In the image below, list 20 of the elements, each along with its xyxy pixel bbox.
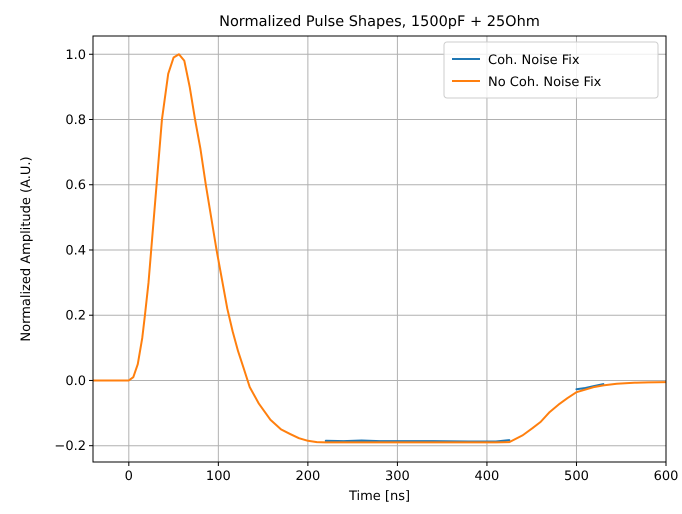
y-tick-label: 0.8 [65, 113, 86, 128]
x-tick-label: 400 [474, 469, 500, 484]
y-tick-label: −0.2 [54, 439, 86, 454]
x-tick-label: 100 [206, 469, 231, 484]
x-tick-label: 500 [564, 469, 589, 484]
y-tick-label: 1.0 [65, 48, 86, 63]
x-tick-label: 0 [124, 469, 133, 484]
line-series [93, 53, 666, 444]
y-tick-label: 0.2 [65, 308, 86, 324]
chart-title: Normalized Pulse Shapes, 1500pF + 25Ohm [219, 14, 540, 30]
y-tick-label: 0.6 [65, 178, 86, 194]
x-tick-label: 300 [384, 469, 410, 484]
y-tick-label: 0.4 [65, 243, 86, 258]
y-axis-title: Normalized Amplitude (A.U.) [19, 156, 34, 342]
y-tick-label: 0.0 [65, 374, 86, 389]
legend-label: No Coh. Noise Fix [488, 75, 602, 90]
legend-label: Coh. Noise Fix [488, 53, 580, 68]
x-axis-title: Time [ns] [348, 489, 410, 504]
x-tick-label: 200 [295, 469, 320, 484]
x-tick-label: 600 [654, 469, 678, 484]
